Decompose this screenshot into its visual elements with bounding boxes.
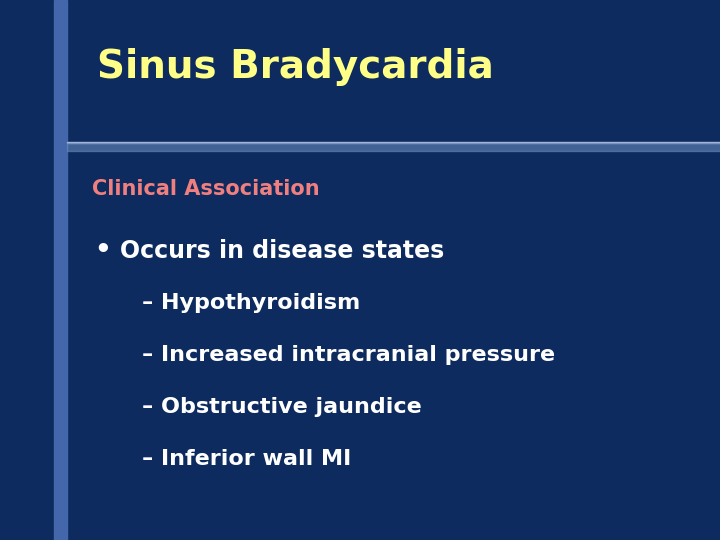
Bar (67, 141, 720, 143)
Text: – Inferior wall MI: – Inferior wall MI (142, 449, 351, 469)
Text: •: • (94, 238, 111, 264)
Text: Sinus Bradycardia: Sinus Bradycardia (97, 48, 494, 85)
Bar (54, 0, 67, 540)
Text: Occurs in disease states: Occurs in disease states (120, 239, 444, 263)
Text: – Hypothyroidism: – Hypothyroidism (142, 293, 360, 313)
Text: Clinical Association: Clinical Association (92, 179, 320, 199)
Bar (67, 143, 720, 151)
Text: – Increased intracranial pressure: – Increased intracranial pressure (142, 345, 555, 365)
Text: – Obstructive jaundice: – Obstructive jaundice (142, 397, 422, 417)
